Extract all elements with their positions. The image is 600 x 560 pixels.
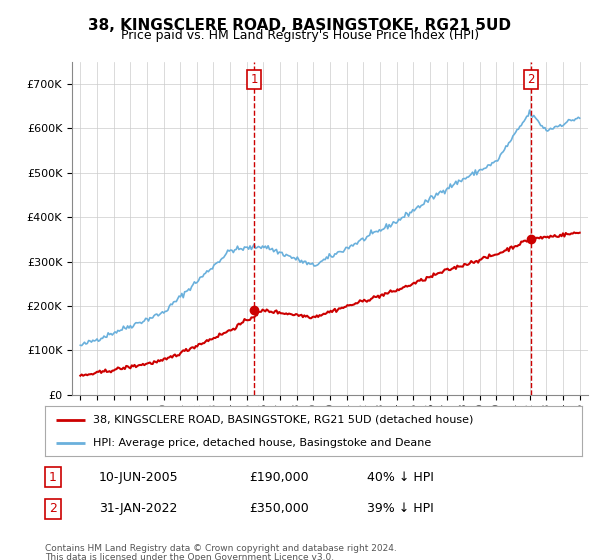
Text: 40% ↓ HPI: 40% ↓ HPI bbox=[367, 470, 434, 484]
Text: Price paid vs. HM Land Registry's House Price Index (HPI): Price paid vs. HM Land Registry's House … bbox=[121, 29, 479, 42]
Text: 2: 2 bbox=[527, 73, 535, 86]
Text: 38, KINGSCLERE ROAD, BASINGSTOKE, RG21 5UD (detached house): 38, KINGSCLERE ROAD, BASINGSTOKE, RG21 5… bbox=[94, 414, 474, 424]
Text: £350,000: £350,000 bbox=[249, 502, 309, 515]
Text: This data is licensed under the Open Government Licence v3.0.: This data is licensed under the Open Gov… bbox=[45, 553, 334, 560]
Text: 39% ↓ HPI: 39% ↓ HPI bbox=[367, 502, 434, 515]
Text: 2: 2 bbox=[49, 502, 57, 515]
Text: 1: 1 bbox=[250, 73, 258, 86]
Text: 31-JAN-2022: 31-JAN-2022 bbox=[98, 502, 177, 515]
Text: 38, KINGSCLERE ROAD, BASINGSTOKE, RG21 5UD: 38, KINGSCLERE ROAD, BASINGSTOKE, RG21 5… bbox=[89, 18, 511, 33]
Text: Contains HM Land Registry data © Crown copyright and database right 2024.: Contains HM Land Registry data © Crown c… bbox=[45, 544, 397, 553]
Text: HPI: Average price, detached house, Basingstoke and Deane: HPI: Average price, detached house, Basi… bbox=[94, 438, 431, 448]
Text: 1: 1 bbox=[49, 470, 57, 484]
Text: £190,000: £190,000 bbox=[249, 470, 308, 484]
Text: 10-JUN-2005: 10-JUN-2005 bbox=[98, 470, 178, 484]
